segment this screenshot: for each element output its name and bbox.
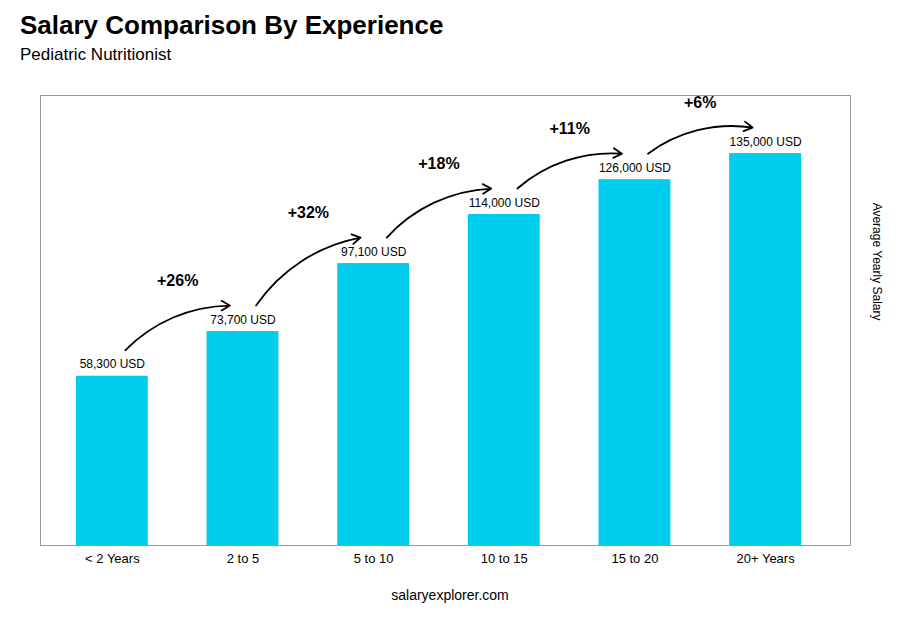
svg-text:20+ Years: 20+ Years bbox=[736, 551, 795, 566]
svg-text:< 2 Years: < 2 Years bbox=[85, 551, 140, 566]
svg-text:10 to 15: 10 to 15 bbox=[481, 551, 528, 566]
svg-text:+18%: +18% bbox=[418, 155, 459, 172]
svg-text:97,100 USD: 97,100 USD bbox=[341, 245, 407, 259]
html-text:salaryexplorer.com: salaryexplorer.com bbox=[391, 587, 509, 603]
svg-text:135,000 USD: 135,000 USD bbox=[730, 135, 802, 149]
svg-text:126,000 USD: 126,000 USD bbox=[599, 161, 671, 175]
svg-text:58,300 USD: 58,300 USD bbox=[80, 357, 146, 371]
svg-text:+32%: +32% bbox=[288, 204, 329, 221]
svg-text:+6%: +6% bbox=[684, 94, 716, 111]
svg-text:Average Yearly Salary: Average Yearly Salary bbox=[870, 203, 884, 321]
svg-text:114,000 USD: 114,000 USD bbox=[469, 196, 540, 210]
svg-text:+11%: +11% bbox=[549, 120, 589, 137]
html-text:Salary Comparison By Experienc: Salary Comparison By Experience bbox=[20, 10, 444, 40]
svg-text:+26%: +26% bbox=[157, 272, 198, 289]
svg-text:15 to 20: 15 to 20 bbox=[611, 551, 658, 566]
svg-text:2 to 5: 2 to 5 bbox=[227, 551, 260, 566]
svg-text:5 to 10: 5 to 10 bbox=[354, 551, 394, 566]
html-text:Pediatric Nutritionist: Pediatric Nutritionist bbox=[20, 45, 172, 64]
svg-text:73,700 USD: 73,700 USD bbox=[210, 313, 276, 327]
